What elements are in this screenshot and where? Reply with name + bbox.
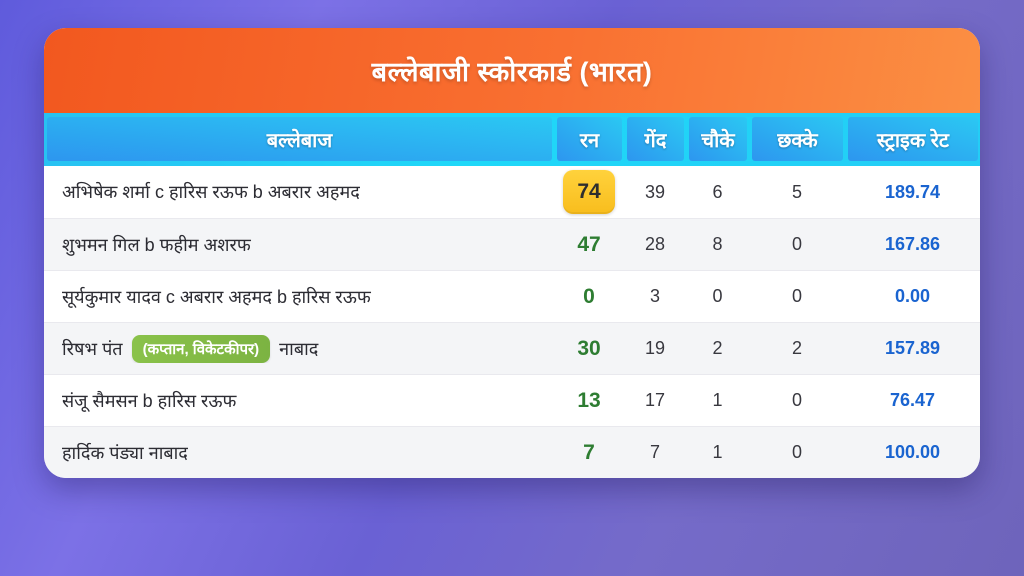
player-name-cell: सूर्यकुमार यादव c अबरार अहमद b हारिस रऊफ [44, 285, 554, 309]
table-header-row: बल्लेबाज रन गेंद चौके छक्के स्ट्राइक रेट [44, 113, 980, 166]
runs-value: 30 [577, 336, 601, 360]
fours-value: 2 [712, 338, 723, 358]
table-row: रिषभ पंत (कप्तान, विकेटकीपर) नाबाद 30 19… [44, 322, 980, 374]
player-name-cell: शुभमन गिल b फहीम अशरफ [44, 233, 554, 257]
column-header-sixes: छक्के [752, 117, 843, 161]
strike-rate-value: 0.00 [894, 286, 931, 306]
fours-value: 6 [712, 181, 723, 202]
column-header-runs: रन [557, 117, 622, 161]
balls-value: 19 [644, 338, 666, 358]
sixes-value: 0 [791, 286, 802, 306]
balls-value: 3 [649, 286, 660, 306]
player-name: हार्दिक पंड्या नाबाद [62, 442, 188, 463]
player-name: रिषभ पंत [62, 338, 123, 359]
player-name: संजू सैमसन b हारिस रऊफ [62, 390, 237, 411]
sixes-value: 0 [791, 234, 802, 254]
table-row: संजू सैमसन b हारिस रऊफ 13 17 1 0 76.47 [44, 374, 980, 426]
player-name-cell: हार्दिक पंड्या नाबाद [44, 441, 554, 465]
player-name-cell: रिषभ पंत (कप्तान, विकेटकीपर) नाबाद [44, 334, 554, 363]
strike-rate-value: 100.00 [884, 442, 941, 462]
strike-rate-value: 157.89 [884, 338, 941, 358]
scorecard-header: बल्लेबाजी स्कोरकार्ड (भारत) [44, 28, 980, 113]
balls-value: 17 [644, 390, 666, 410]
table-row: हार्दिक पंड्या नाबाद 7 7 1 0 100.00 [44, 426, 980, 478]
fours-value: 0 [712, 286, 723, 306]
fours-value: 8 [712, 234, 723, 254]
sixes-value: 0 [791, 442, 802, 462]
not-out-label: नाबाद [279, 338, 319, 359]
page-title: बल्लेबाजी स्कोरकार्ड (भारत) [371, 57, 653, 87]
scorecard-card: बल्लेबाजी स्कोरकार्ड (भारत) बल्लेबाज रन … [44, 28, 980, 478]
column-header-fours: चौके [689, 117, 747, 161]
fours-value: 1 [712, 442, 723, 462]
table-body: अभिषेक शर्मा c हारिस रऊफ b अबरार अहमद 74… [44, 166, 980, 478]
top-scorer-highlight: 74 [563, 170, 615, 214]
captain-wicketkeeper-badge: (कप्तान, विकेटकीपर) [131, 334, 271, 363]
balls-value: 39 [644, 181, 666, 202]
column-header-batsman: बल्लेबाज [47, 117, 552, 161]
sixes-value: 0 [791, 390, 802, 410]
player-name: अभिषेक शर्मा c हारिस रऊफ b अबरार अहमद [62, 182, 360, 202]
table-row: शुभमन गिल b फहीम अशरफ 47 28 8 0 167.86 [44, 218, 980, 270]
column-header-strike-rate: स्ट्राइक रेट [848, 117, 978, 161]
strike-rate-value: 76.47 [889, 390, 936, 410]
runs-value: 13 [577, 388, 601, 412]
runs-value: 47 [577, 232, 601, 256]
table-row: अभिषेक शर्मा c हारिस रऊफ b अबरार अहमद 74… [44, 166, 980, 218]
player-name: शुभमन गिल b फहीम अशरफ [62, 234, 251, 255]
fours-value: 1 [712, 390, 723, 410]
column-header-balls: गेंद [627, 117, 684, 161]
player-name-cell: संजू सैमसन b हारिस रऊफ [44, 389, 554, 413]
player-name-cell: अभिषेक शर्मा c हारिस रऊफ b अबरार अहमद [44, 180, 554, 204]
strike-rate-value: 167.86 [884, 234, 941, 254]
runs-value: 7 [583, 440, 595, 464]
table-row: सूर्यकुमार यादव c अबरार अहमद b हारिस रऊफ… [44, 270, 980, 322]
balls-value: 7 [649, 442, 660, 462]
player-name: सूर्यकुमार यादव c अबरार अहमद b हारिस रऊफ [62, 286, 371, 307]
sixes-value: 5 [791, 181, 802, 202]
runs-value: 0 [583, 284, 595, 308]
balls-value: 28 [644, 234, 666, 254]
strike-rate-value: 189.74 [884, 181, 941, 202]
sixes-value: 2 [791, 338, 802, 358]
runs-cell: 74 [554, 170, 624, 214]
